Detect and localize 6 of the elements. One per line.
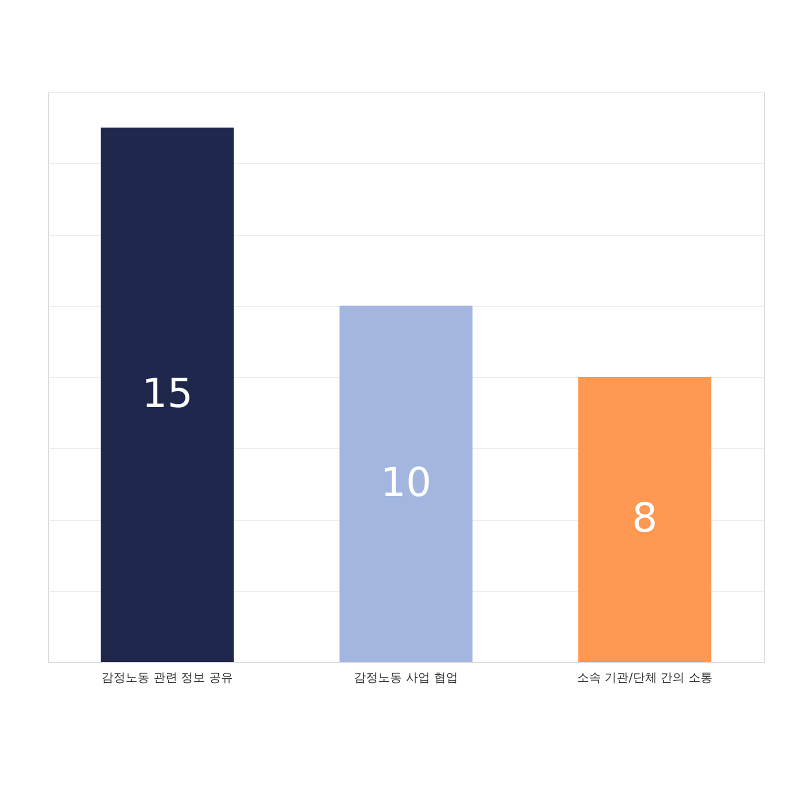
x-tick-label: 소속 기관/단체 간의 소통 (576, 670, 712, 684)
data-label: 15 (142, 370, 193, 417)
data-label: 8 (632, 496, 658, 542)
x-tick-label: 감정노동 관련 정보 공유 (102, 670, 234, 684)
data-label: 10 (380, 460, 432, 506)
x-tick-label: 감정노동 사업 협업 (354, 670, 458, 684)
